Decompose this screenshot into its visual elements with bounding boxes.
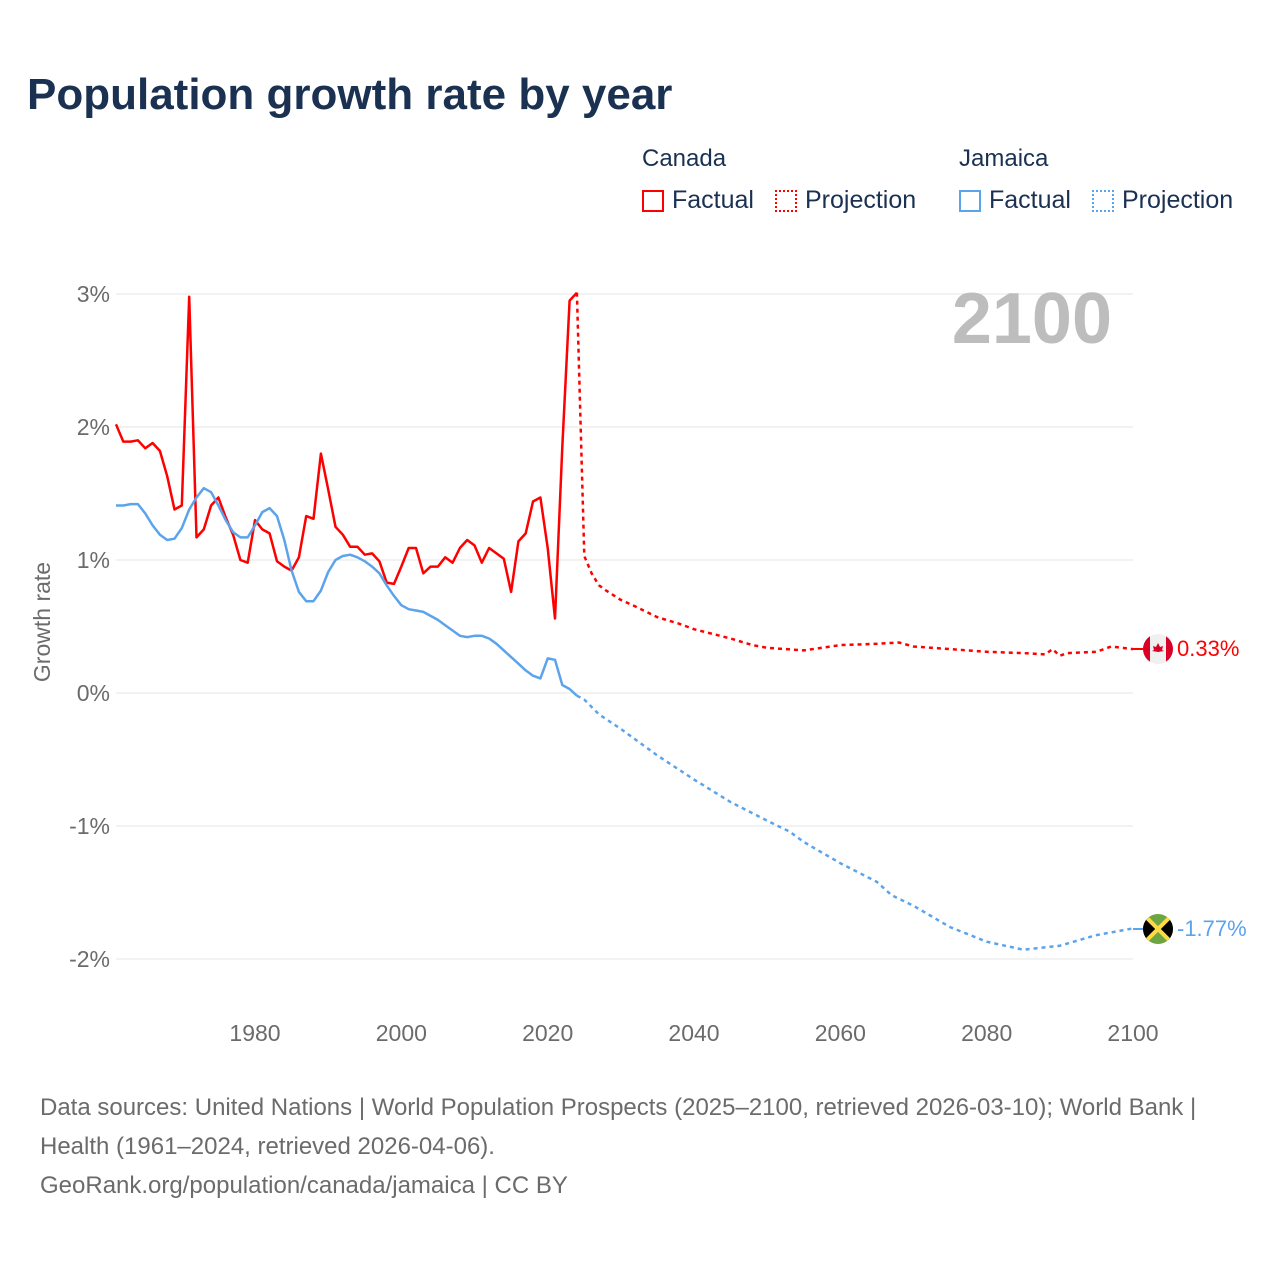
y-tick-label: 3%	[77, 281, 110, 307]
canada-flag-icon	[1143, 634, 1173, 664]
x-tick-label: 1980	[229, 1020, 280, 1046]
y-tick-label: 0%	[77, 680, 110, 706]
legend-label: Factual	[989, 186, 1071, 214]
page-title: Population growth rate by year	[27, 70, 673, 119]
y-tick-label: 2%	[77, 414, 110, 440]
series-line-jamaica-factual	[116, 486, 578, 697]
series-line-canada-factual	[114, 291, 578, 620]
x-tick-label: 2100	[1107, 1020, 1158, 1046]
legend-group-jamaica: Jamaica	[959, 145, 1049, 172]
year-display: 2100	[952, 279, 1112, 359]
x-tick-label: 2000	[376, 1020, 427, 1046]
legend-group-canada: Canada	[642, 145, 727, 172]
y-tick-label: -2%	[69, 946, 110, 972]
legend-label: Projection	[1122, 186, 1234, 214]
credit-link[interactable]: GeoRank.org/population/canada/jamaica | …	[40, 1172, 568, 1199]
footer: Data sources: United Nations | World Pop…	[40, 1088, 1240, 1205]
legend-swatch-dotted	[1092, 189, 1114, 212]
legend-swatch-solid	[959, 189, 981, 212]
legend-swatch-solid	[642, 189, 664, 212]
legend-swatch-dotted	[775, 189, 797, 212]
jamaica-flag-icon	[1143, 914, 1173, 944]
legend-canada-projection[interactable]: Projection	[775, 186, 916, 215]
jamaica-end-label: -1.77%	[1177, 916, 1247, 941]
y-tick-label: 1%	[77, 547, 110, 573]
data-sources: Data sources: United Nations | World Pop…	[40, 1094, 1197, 1160]
canada-end-label: 0.33%	[1177, 636, 1239, 661]
legend-label: Factual	[672, 186, 754, 214]
x-tick-label: 2060	[815, 1020, 866, 1046]
legend-jamaica-projection[interactable]: Projection	[1092, 186, 1233, 215]
x-tick-label: 2020	[522, 1020, 573, 1046]
legend-canada-factual[interactable]: Factual	[642, 186, 754, 215]
x-tick-label: 2040	[668, 1020, 719, 1046]
series-line-canada-projection	[575, 292, 1134, 658]
legend-jamaica-factual[interactable]: Factual	[959, 186, 1071, 215]
y-tick-label: -1%	[69, 813, 110, 839]
legend-label: Projection	[805, 186, 917, 214]
y-axis-label: Growth rate	[29, 562, 55, 682]
series-line-jamaica-projection	[576, 694, 1134, 951]
x-tick-label: 2080	[961, 1020, 1012, 1046]
